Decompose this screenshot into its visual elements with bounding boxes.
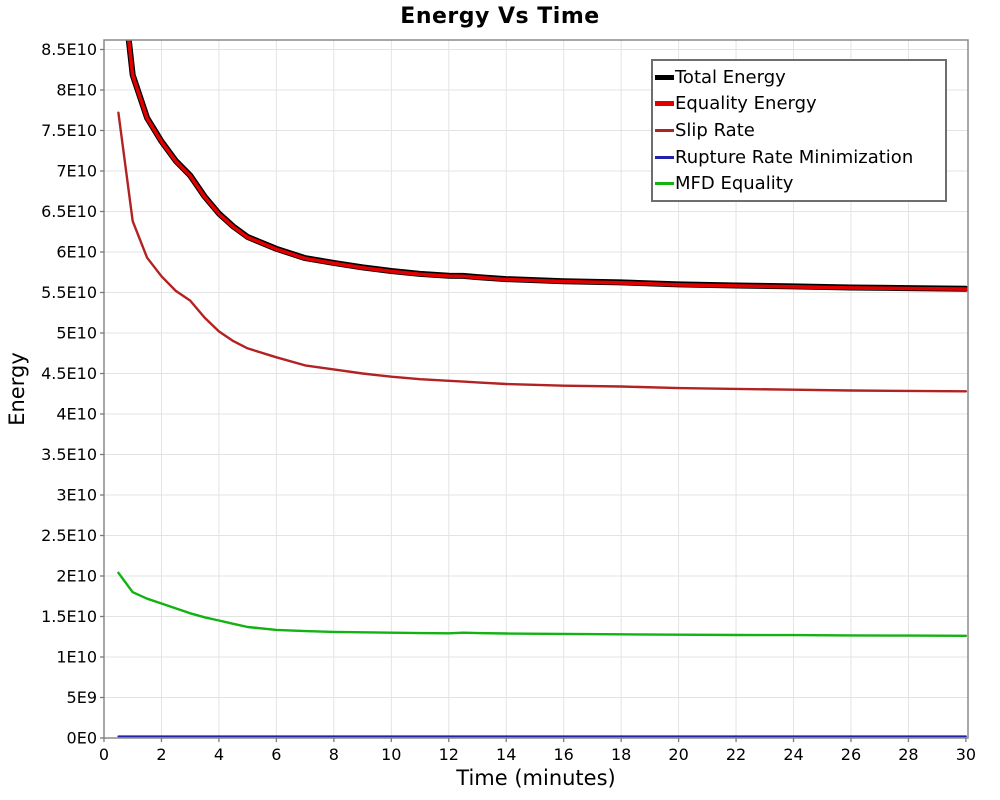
y-tick-label: 8E10 — [56, 81, 97, 100]
series-lines — [117, 40, 968, 738]
x-tick-label: 2 — [156, 745, 166, 764]
x-tick-label: 0 — [99, 745, 109, 764]
chart-title: Energy Vs Time — [400, 4, 600, 29]
legend-line-swatch — [655, 128, 674, 132]
y-tick-label: 1.5E10 — [41, 607, 97, 626]
y-tick-label: 3.5E10 — [41, 445, 97, 464]
plot-area[interactable] — [103, 39, 969, 739]
x-tick-labels: 0 2 4 6 8 10 12 14 16 18 20 22 24 26 28 30 — [99, 745, 976, 764]
y-tick-label: 5.5E10 — [41, 283, 97, 302]
x-tick-label: 22 — [726, 745, 746, 764]
x-tick-label: 8 — [329, 745, 339, 764]
x-tick-label: 28 — [898, 745, 918, 764]
y-tick-label: 4.5E10 — [41, 364, 97, 383]
x-tick-label: 26 — [841, 745, 861, 764]
series-line-equality-energy — [126, 40, 968, 291]
x-axis-title: Time (minutes) — [456, 766, 616, 790]
x-tick-label: 16 — [554, 745, 574, 764]
legend-item: Total Energy — [655, 67, 945, 88]
legend-item-label: Rupture Rate Minimization — [675, 146, 914, 168]
y-tick-label: 2E10 — [56, 567, 97, 586]
x-tick-label: 18 — [611, 745, 631, 764]
legend-item: Slip Rate — [655, 120, 945, 141]
legend-item: Equality Energy — [655, 93, 945, 114]
y-tick-label: 2.5E10 — [41, 526, 97, 545]
legend-item: Rupture Rate Minimization — [655, 147, 945, 168]
y-tick-label: 8.5E10 — [41, 40, 97, 59]
y-tick-label: 5E9 — [67, 688, 97, 707]
x-tick-label: 20 — [668, 745, 688, 764]
legend-item-label: Slip Rate — [675, 119, 755, 141]
legend-item-label: MFD Equality — [675, 173, 794, 195]
y-tick-label: 7E10 — [56, 162, 97, 181]
y-tick-label: 5E10 — [56, 324, 97, 343]
legend-line-swatch — [655, 182, 674, 186]
x-tick-label: 30 — [956, 745, 976, 764]
y-tick-label: 4E10 — [56, 405, 97, 424]
legend: Total Energy Equality Energy Slip Rate Rupt… — [651, 59, 947, 202]
x-tick-label: 10 — [381, 745, 401, 764]
tick-marks — [100, 48, 967, 742]
y-tick-label: 0E0 — [67, 729, 97, 748]
legend-line-swatch — [655, 74, 674, 80]
x-tick-label: 12 — [439, 745, 459, 764]
x-tick-label: 4 — [214, 745, 224, 764]
y-tick-labels: 0E0 5E9 1E10 1.5E10 2E10 2.5E10 3E10 3.5E10 4E10… — [41, 40, 97, 748]
series-line-slip-rate — [117, 111, 968, 393]
legend-item-label: Equality Energy — [675, 93, 817, 115]
x-tick-label: 24 — [783, 745, 803, 764]
x-tick-label: 14 — [496, 745, 516, 764]
y-axis-title: Energy — [5, 352, 29, 426]
legend-line-swatch — [655, 155, 674, 159]
x-tick-label: 6 — [271, 745, 281, 764]
y-tick-label: 6E10 — [56, 243, 97, 262]
y-tick-label: 6.5E10 — [41, 202, 97, 221]
y-tick-label: 1E10 — [56, 648, 97, 667]
y-tick-label: 3E10 — [56, 486, 97, 505]
legend-item-label: Total Energy — [675, 66, 786, 88]
legend-line-swatch — [655, 101, 674, 107]
legend-item: MFD Equality — [655, 173, 945, 194]
series-line-mfd-equality — [117, 571, 968, 637]
y-tick-label: 7.5E10 — [41, 121, 97, 140]
